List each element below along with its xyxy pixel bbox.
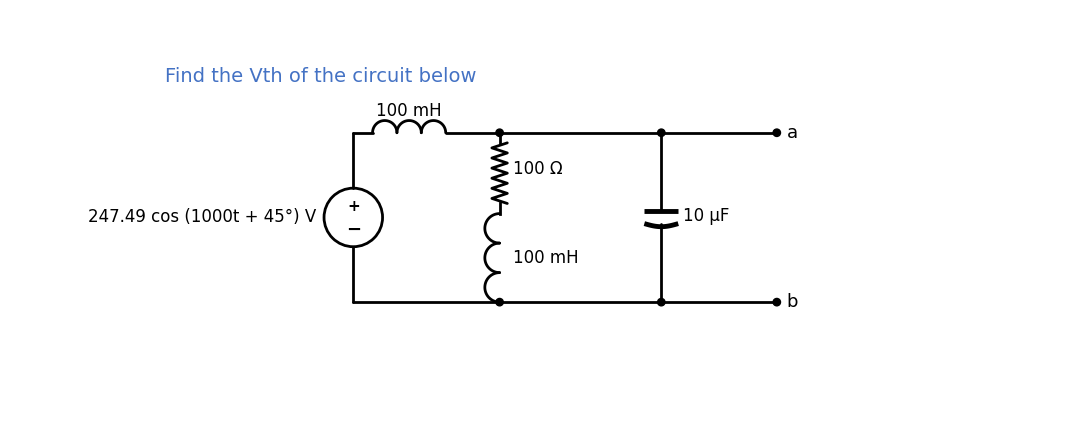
Text: 100 mH: 100 mH xyxy=(376,102,442,120)
Circle shape xyxy=(496,299,503,306)
Text: −: − xyxy=(346,221,361,239)
Circle shape xyxy=(658,129,665,136)
Text: a: a xyxy=(787,124,798,142)
Circle shape xyxy=(773,129,781,136)
Text: 100 mH: 100 mH xyxy=(513,249,579,267)
Text: +: + xyxy=(347,199,360,214)
Text: 10 μF: 10 μF xyxy=(683,207,729,225)
Circle shape xyxy=(773,299,781,306)
Text: b: b xyxy=(787,293,798,311)
Text: 247.49 cos (1000t + 45°) V: 247.49 cos (1000t + 45°) V xyxy=(89,208,316,227)
Circle shape xyxy=(496,129,503,136)
Text: 100 Ω: 100 Ω xyxy=(513,160,563,178)
Text: Find the Vth of the circuit below: Find the Vth of the circuit below xyxy=(164,67,476,86)
Circle shape xyxy=(658,299,665,306)
